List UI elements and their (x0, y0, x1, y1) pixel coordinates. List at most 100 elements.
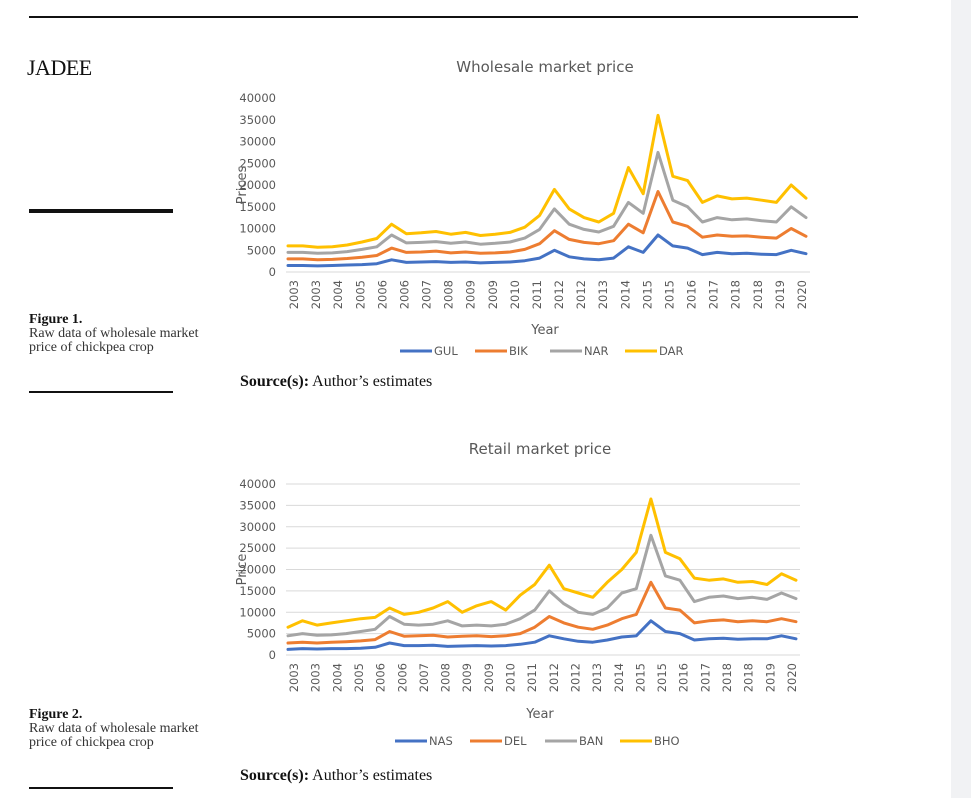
x-tick-label: 2017 (707, 280, 721, 309)
figure-2-caption-rule (29, 787, 173, 789)
y-tick-label: 30000 (239, 135, 276, 149)
legend-label-del: DEL (504, 734, 527, 748)
x-tick-label: 2015 (655, 663, 669, 692)
x-tick-label: 2006 (397, 280, 411, 309)
y-tick-label: 10000 (239, 222, 276, 236)
figure-1-source-label: Source(s): (240, 373, 310, 390)
x-tick-label: 2012 (568, 663, 582, 692)
x-tick-label: 2014 (612, 663, 626, 692)
figure-1-caption: Figure 1. Raw data of wholesale market p… (29, 313, 199, 355)
x-tick-label: 2006 (374, 663, 388, 692)
x-tick-label: 2017 (698, 663, 712, 692)
x-tick-label: 2015 (640, 280, 654, 309)
legend-label-nar: NAR (584, 344, 608, 358)
x-tick-label: 2012 (574, 280, 588, 309)
retail-price-chart: Retail market price 0 5000 10000 15000 20000 2… (235, 440, 800, 748)
y-tick-label: 35000 (239, 498, 276, 512)
y-tick-label: 35000 (239, 113, 276, 127)
x-axis-title: Year (525, 707, 554, 722)
x-tick-label: 2015 (633, 663, 647, 692)
x-tick-label: 2012 (547, 663, 561, 692)
figure-1-caption-rule (29, 391, 173, 393)
series-line-bik (286, 190, 808, 262)
x-tick-label: 2018 (720, 663, 734, 692)
figure-2-source-text: Author’s estimates (309, 767, 433, 784)
x-tick-label: 2010 (508, 280, 522, 309)
y-tick-label: 30000 (239, 520, 276, 534)
y-axis-title: Price (235, 554, 250, 586)
figure-2-source-label: Source(s): (240, 767, 310, 784)
x-tick-label: 2009 (460, 663, 474, 692)
figure-1-source: Source(s): Author’s estimates (240, 373, 432, 391)
figure-1-caption-text: Raw data of wholesale market price of ch… (29, 326, 199, 355)
series-line-del (286, 580, 798, 645)
x-tick-label: 2003 (309, 280, 323, 309)
figure-2-caption-text: Raw data of wholesale market price of ch… (29, 721, 199, 750)
y-tick-label: 0 (269, 265, 276, 279)
series-line-ban (286, 533, 798, 638)
y-tick-label: 25000 (239, 541, 276, 555)
y-tick-label: 0 (269, 648, 276, 662)
figure-2-label: Figure 2. (29, 707, 83, 722)
figure-1-source-text: Author’s estimates (309, 373, 433, 390)
y-tick-label: 15000 (239, 200, 276, 214)
x-tick-label: 2018 (742, 663, 756, 692)
journal-name: JADEE (27, 55, 92, 80)
x-tick-label: 2006 (375, 280, 389, 309)
wholesale-price-chart: Wholesale market price 0 5000 10000 15000 200… (235, 58, 810, 358)
x-tick-label: 2013 (596, 280, 610, 309)
y-axis-title: Prices (235, 166, 250, 205)
y-tick-label: 20000 (239, 563, 276, 577)
legend-label-nas: NAS (429, 734, 453, 748)
figure-2-caption: Figure 2. Raw data of wholesale market p… (29, 708, 199, 750)
x-tick-label: 2012 (552, 280, 566, 309)
y-tick-label: 40000 (239, 91, 276, 105)
legend-label-bik: BIK (509, 344, 528, 358)
figure-1-label: Figure 1. (29, 312, 83, 327)
chart-title: Retail market price (469, 440, 612, 458)
legend-label-bho: BHO (654, 734, 680, 748)
x-tick-label: 2008 (439, 663, 453, 692)
x-tick-label: 2009 (482, 663, 496, 692)
x-tick-label: 2004 (331, 280, 345, 309)
x-tick-label: 2006 (395, 663, 409, 692)
series-line-nar (286, 150, 808, 255)
y-tick-label: 10000 (239, 605, 276, 619)
series-line-nas (286, 619, 798, 651)
x-tick-label: 2019 (763, 663, 777, 692)
y-tick-label: 5000 (247, 627, 276, 641)
x-tick-label: 2009 (464, 280, 478, 309)
x-tick-label: 2011 (525, 663, 539, 692)
y-tick-label: 20000 (239, 178, 276, 192)
x-tick-label: 2013 (590, 663, 604, 692)
x-tick-label: 2004 (330, 663, 344, 692)
x-tick-label: 2005 (353, 280, 367, 309)
x-tick-label: 2019 (773, 280, 787, 309)
series-line-bho (286, 497, 798, 629)
x-tick-label: 2009 (486, 280, 500, 309)
top-rule (29, 16, 858, 18)
figure-2-source: Source(s): Author’s estimates (240, 767, 432, 785)
x-tick-label: 2003 (287, 663, 301, 692)
x-tick-label: 2007 (417, 663, 431, 692)
y-tick-label: 40000 (239, 477, 276, 491)
x-tick-label: 2018 (729, 280, 743, 309)
x-tick-label: 2020 (795, 280, 809, 309)
x-tick-label: 2003 (287, 280, 301, 309)
x-tick-label: 2008 (442, 280, 456, 309)
x-tick-label: 2016 (685, 280, 699, 309)
x-tick-label: 2016 (677, 663, 691, 692)
series-line-gul (286, 233, 808, 268)
y-tick-label: 25000 (239, 156, 276, 170)
x-tick-label: 2014 (618, 280, 632, 309)
x-tick-label: 2003 (309, 663, 323, 692)
legend-label-dar: DAR (659, 344, 684, 358)
x-tick-label: 2007 (420, 280, 434, 309)
legend-label-gul: GUL (434, 344, 458, 358)
x-tick-label: 2010 (504, 663, 518, 692)
x-tick-label: 2020 (785, 663, 799, 692)
x-axis-title: Year (530, 323, 559, 338)
x-tick-label: 2011 (530, 280, 544, 309)
y-tick-label: 15000 (239, 584, 276, 598)
chart-title: Wholesale market price (456, 58, 633, 76)
